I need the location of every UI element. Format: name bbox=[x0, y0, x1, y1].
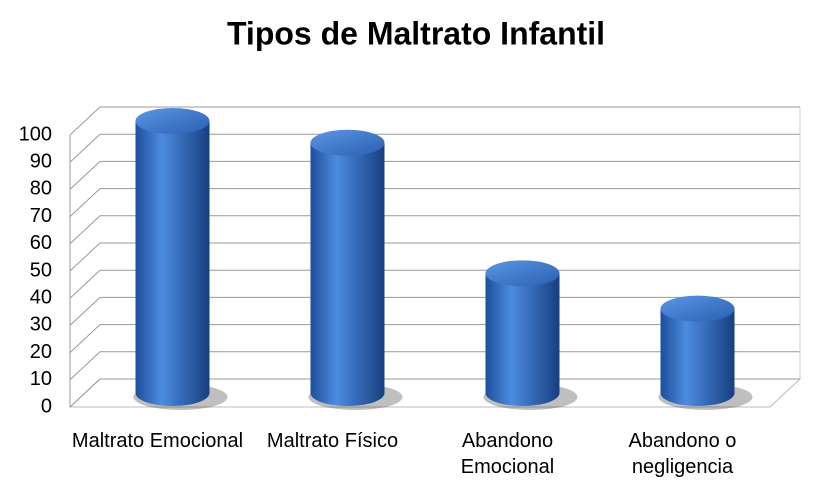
bar-top bbox=[135, 108, 210, 134]
grid-line bbox=[69, 378, 800, 408]
grid-line bbox=[69, 242, 800, 272]
grid-line bbox=[69, 215, 800, 245]
y-tick-label: 20 bbox=[30, 341, 52, 363]
bar bbox=[135, 121, 210, 406]
grid-line bbox=[69, 324, 800, 353]
grid-line bbox=[69, 269, 800, 299]
bar bbox=[310, 142, 385, 406]
grid-line bbox=[69, 296, 800, 326]
y-tick-label: 30 bbox=[30, 314, 52, 336]
y-tick-label: 70 bbox=[30, 205, 52, 227]
y-tick-label: 40 bbox=[30, 286, 52, 308]
bar bbox=[485, 273, 560, 406]
y-tick-label: 100 bbox=[19, 123, 52, 145]
y-tick-label: 50 bbox=[30, 259, 52, 281]
grid-line bbox=[69, 160, 800, 190]
bar-top bbox=[660, 295, 735, 322]
bar-top bbox=[310, 129, 385, 156]
bar bbox=[660, 308, 735, 406]
x-tick-label: Abandono o negligencia bbox=[628, 430, 737, 478]
y-tick-label: 90 bbox=[30, 150, 52, 172]
bar-top bbox=[485, 260, 560, 287]
y-tick-label: 80 bbox=[30, 178, 52, 200]
grid-line bbox=[69, 106, 800, 136]
grid-line bbox=[69, 133, 800, 163]
grid-line bbox=[69, 188, 800, 217]
chart-title: Tipos de Maltrato Infantil bbox=[227, 15, 605, 51]
grid-line bbox=[69, 351, 800, 381]
y-tick-label: 10 bbox=[30, 368, 52, 390]
y-tick-label: 60 bbox=[30, 232, 52, 254]
x-tick-label: Maltrato Físico bbox=[266, 430, 399, 452]
x-tick-label: Abandono Emocional bbox=[460, 430, 555, 478]
x-tick-label: Maltrato Emocional bbox=[71, 430, 244, 452]
y-tick-label: 0 bbox=[41, 395, 52, 417]
